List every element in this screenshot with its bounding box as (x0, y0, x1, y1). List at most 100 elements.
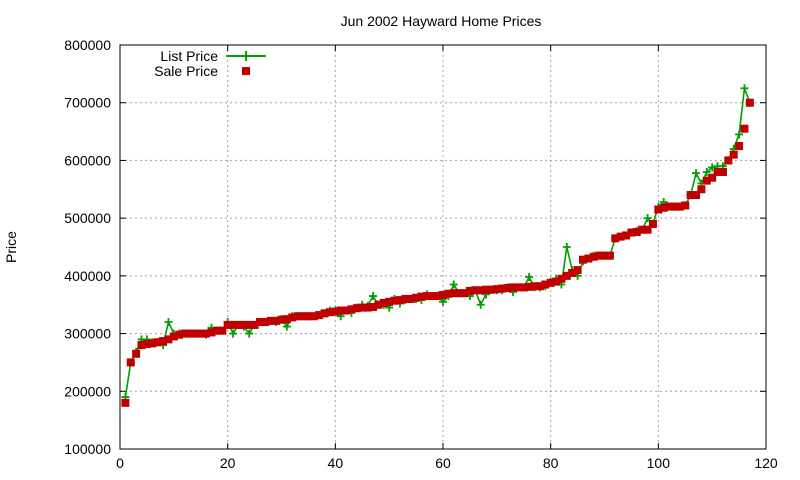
list-price-point (562, 243, 571, 251)
sale-price-point (595, 251, 604, 260)
sale-price-point (142, 339, 151, 348)
sale-price-point (686, 191, 695, 200)
sale-price-point (702, 176, 711, 185)
sale-price-point (460, 289, 469, 298)
sale-price-point (546, 278, 555, 287)
sale-price-point (535, 282, 544, 291)
sale-price-point (605, 251, 614, 260)
sale-price-point (519, 283, 528, 292)
list-price-point (245, 329, 254, 338)
sale-price-point (207, 328, 216, 337)
legend-marker-list-price (241, 51, 251, 61)
chart-title: Jun 2002 Hayward Home Prices (341, 13, 542, 29)
sale-price-point (336, 306, 345, 315)
sale-price-point (234, 320, 243, 329)
sale-price-point (718, 167, 727, 176)
sale-price-point (622, 231, 631, 240)
sale-price-point (589, 252, 598, 261)
list-price-point (702, 167, 711, 176)
sale-price-point (578, 255, 587, 264)
sale-price-point (465, 286, 474, 295)
sale-price-point (654, 205, 663, 214)
sale-price-point (352, 304, 361, 313)
list-price-point (476, 300, 485, 309)
list-price-point (229, 329, 238, 338)
sale-price-point (320, 309, 329, 318)
x-tick-label: 60 (435, 455, 451, 471)
legend-label-sale-price: Sale Price (154, 63, 218, 79)
sale-price-point (616, 232, 625, 241)
sale-price-point (729, 150, 738, 159)
sale-price-point (202, 329, 211, 338)
x-tick-label: 0 (116, 455, 124, 471)
sale-price-point (439, 290, 447, 299)
sale-price-point (379, 298, 388, 307)
y-tick-label: 400000 (64, 268, 111, 284)
sale-price-point (584, 254, 593, 263)
sale-price-point (180, 329, 189, 338)
sale-price-point (552, 277, 561, 286)
sale-price-point (293, 312, 302, 321)
sale-price-point (250, 320, 259, 329)
sale-price-point (401, 294, 410, 303)
sale-price-point (412, 293, 421, 302)
sale-price-point (541, 280, 550, 289)
sale-price-point (643, 225, 652, 234)
sale-price-point (444, 289, 453, 298)
sale-price-point (433, 292, 442, 301)
sale-price-point (482, 285, 491, 294)
legend: List Price Sale Price (154, 48, 266, 79)
sale-price-point (385, 297, 394, 306)
sale-price-point (288, 313, 297, 322)
y-tick-label: 700000 (64, 95, 111, 111)
sale-price-point (325, 308, 334, 317)
sale-price-point (196, 329, 205, 338)
sale-price-point (342, 306, 351, 315)
sale-price-point (503, 283, 512, 292)
sale-price-point (315, 311, 324, 320)
series (121, 84, 754, 407)
sale-price-point (175, 330, 184, 339)
y-tick-label: 800000 (64, 37, 111, 53)
sale-price-point (406, 294, 415, 303)
sale-price-point (137, 341, 146, 350)
list-price-point (369, 292, 378, 301)
sale-price-point (648, 219, 657, 228)
sale-price-point (191, 329, 200, 338)
x-tick-label: 20 (220, 455, 236, 471)
legend-label-list-price: List Price (160, 48, 218, 64)
sale-price-point (164, 335, 173, 344)
grid (120, 45, 766, 449)
sale-price-point (735, 142, 744, 150)
list-price-point (735, 130, 744, 139)
sale-price-point (261, 318, 270, 327)
sale-price-point (245, 320, 254, 329)
sale-price-point (148, 339, 157, 348)
legend-marker-sale-price (242, 67, 250, 75)
sale-price-point (369, 303, 378, 312)
sale-price-point (229, 320, 238, 329)
x-tick-label: 100 (647, 455, 671, 471)
sale-price-point (455, 289, 464, 298)
sale-price-point (708, 173, 717, 182)
sale-price-point (514, 283, 523, 292)
sale-price-point (255, 318, 264, 327)
sale-price-point (126, 358, 135, 367)
sale-price-point (363, 303, 372, 312)
x-tick-label: 40 (328, 455, 344, 471)
sale-price-point (568, 268, 577, 277)
sale-price-point (724, 156, 733, 165)
sale-price-point (632, 227, 641, 236)
sale-price-point (449, 289, 458, 298)
sale-price-point (675, 202, 684, 211)
axis-ticks: 0 20 40 60 80 100 120 100000 200000 300000 400000 5… (64, 37, 778, 471)
sale-price-point (309, 312, 318, 321)
list-price-point (740, 84, 749, 93)
y-tick-label: 600000 (64, 152, 111, 168)
sale-price-point (159, 337, 168, 346)
sale-price-point (358, 303, 367, 312)
sale-price-point (266, 316, 275, 325)
sale-price-point (573, 266, 582, 275)
sale-price-point (659, 203, 668, 212)
